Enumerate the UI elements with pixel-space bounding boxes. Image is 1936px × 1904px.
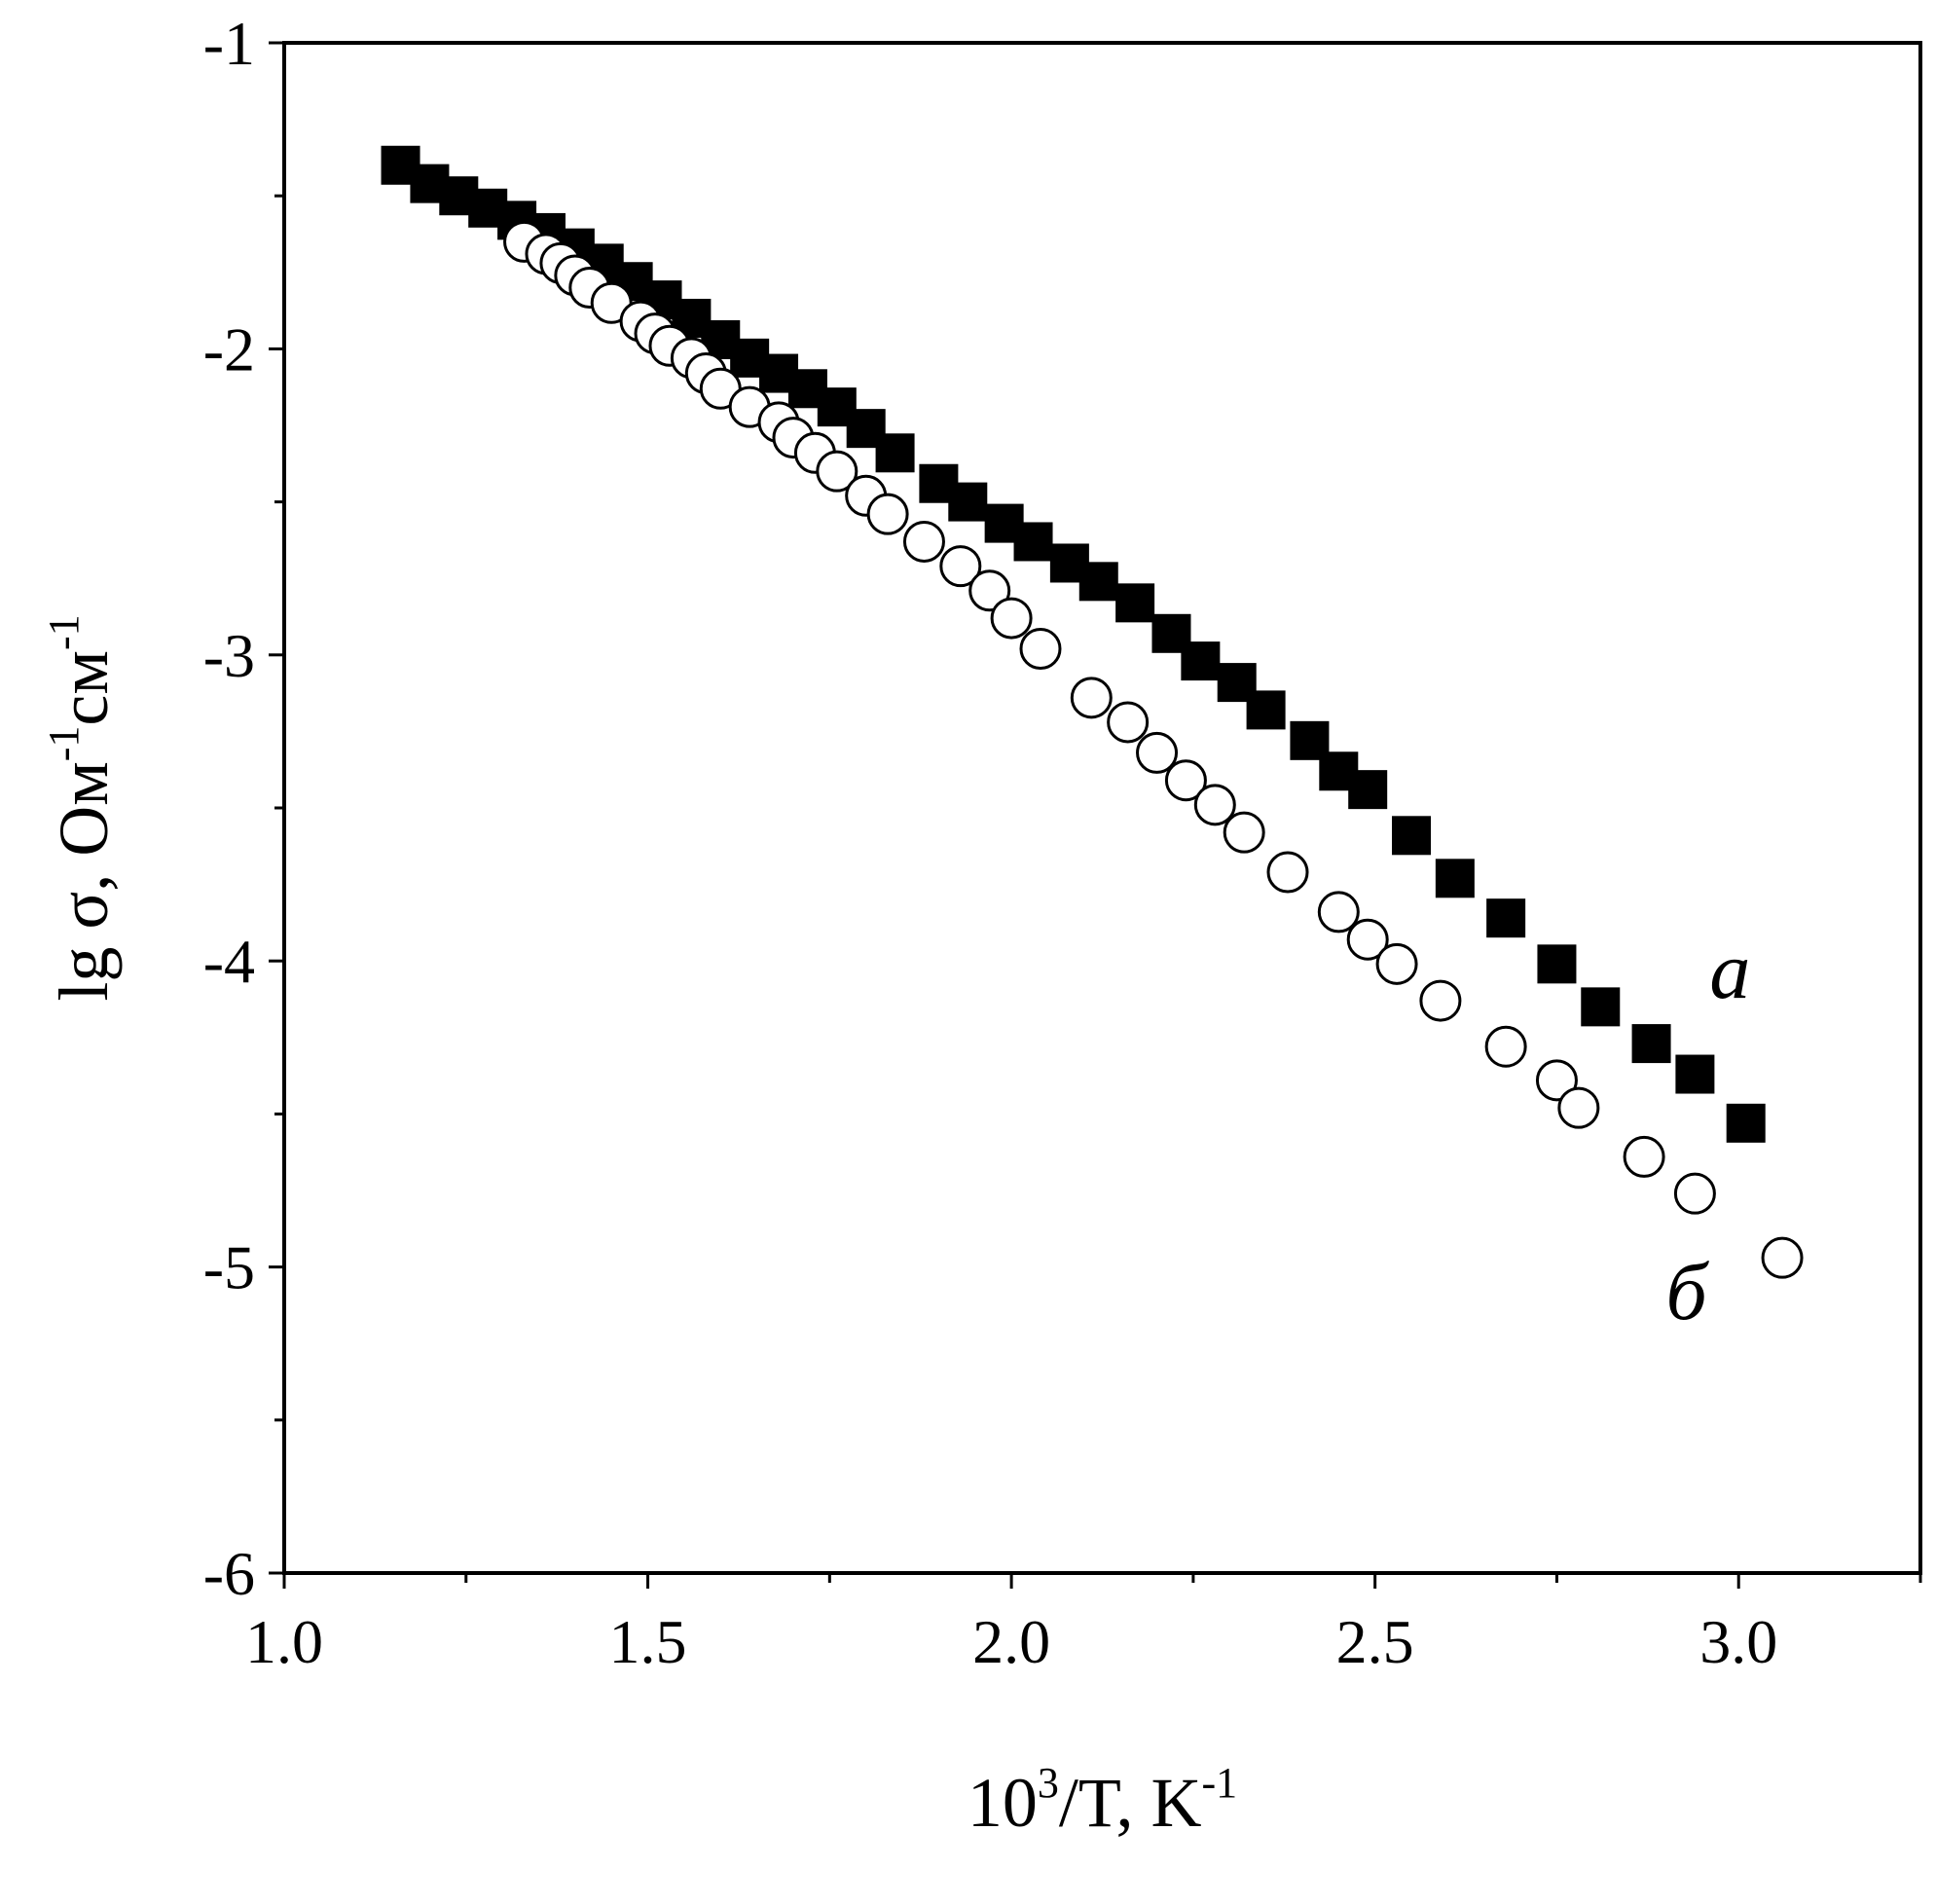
- y-axis-title: lg σ, Ом-1см-1: [40, 614, 123, 1001]
- y-axis-title-sup1: -1: [40, 726, 88, 762]
- series-a-point: [1537, 944, 1577, 984]
- series-a-point: [1181, 641, 1221, 681]
- x-axis-title-base: 10: [968, 1764, 1038, 1842]
- y-tick-label: -6: [203, 1539, 255, 1608]
- series-b-point: [1317, 891, 1360, 934]
- y-axis-title-sup2: -1: [40, 614, 88, 650]
- series-b-point: [1557, 1086, 1600, 1129]
- series-b-point: [1223, 811, 1265, 854]
- series-a-point: [1115, 583, 1155, 623]
- series-b-point: [939, 545, 982, 588]
- series-b-point: [866, 493, 909, 535]
- series-b-point: [1673, 1172, 1716, 1215]
- series-a-point: [1631, 1024, 1671, 1064]
- series-b-point: [1484, 1025, 1527, 1068]
- series-a-point: [1078, 562, 1118, 602]
- series-a-point: [1392, 816, 1432, 856]
- y-tick-label: -2: [203, 314, 255, 384]
- y-tick-label: -4: [203, 927, 255, 996]
- series-b-point: [1761, 1236, 1804, 1279]
- series-a-point: [1246, 690, 1286, 730]
- y-tick-label: -1: [203, 9, 255, 78]
- series-b-point: [1266, 851, 1309, 894]
- x-axis-title-sup1: 3: [1038, 1759, 1059, 1807]
- series-b-point: [1019, 628, 1062, 671]
- series-b: [503, 220, 1804, 1279]
- series-b-point: [902, 520, 945, 563]
- y-tick-label: -5: [203, 1233, 255, 1302]
- series-b-point: [1070, 677, 1113, 719]
- series-b-point: [1419, 979, 1462, 1022]
- series-a-point: [1348, 770, 1388, 810]
- x-tick-label: 3.0: [1699, 1607, 1777, 1676]
- series-a-point: [1435, 859, 1475, 898]
- x-axis-title-mid: /T, K: [1059, 1764, 1202, 1842]
- series-a-label: a: [1709, 926, 1750, 1016]
- series-b-point: [1136, 731, 1179, 774]
- series-b-point: [990, 597, 1033, 640]
- series-a-point: [1486, 898, 1526, 938]
- x-axis-title-sup2: -1: [1201, 1759, 1237, 1807]
- tick-labels: 1.0 1.5 2.0 2.5 3.0 -1 -2 -3 -4 -5 -6: [203, 9, 1778, 1676]
- series-b-point: [1623, 1135, 1665, 1178]
- series-b-point: [968, 569, 1011, 612]
- axis-ticks: [269, 41, 1922, 1589]
- y-axis-title-base: lg σ, Ом: [45, 761, 123, 1001]
- series-a-point: [1581, 987, 1621, 1027]
- series-b-point: [1164, 759, 1207, 802]
- y-tick-label: -3: [203, 621, 255, 690]
- series-labels: aб: [1666, 926, 1751, 1337]
- series-a-point: [1675, 1054, 1715, 1094]
- series-a-point: [875, 433, 915, 473]
- x-axis-title: 103/T, K-1: [968, 1759, 1237, 1842]
- series-a-point: [1013, 522, 1053, 562]
- plot-frame: [282, 41, 1922, 1575]
- x-tick-label: 1.5: [609, 1607, 687, 1676]
- x-tick-label: 2.5: [1336, 1607, 1414, 1676]
- series-b-point: [1193, 784, 1236, 826]
- plot-area: [282, 41, 1922, 1575]
- series-b-point: [1346, 918, 1389, 961]
- series-b-point: [1535, 1059, 1578, 1102]
- series-b-point: [1375, 942, 1418, 985]
- series-b-label: б: [1666, 1247, 1710, 1337]
- x-tick-label: 2.0: [972, 1607, 1050, 1676]
- series-a-point: [948, 482, 988, 522]
- series-b-point: [816, 450, 858, 493]
- x-tick-label: 1.0: [245, 1607, 323, 1676]
- series-b-point: [1107, 701, 1150, 744]
- series-a-point: [1726, 1103, 1766, 1143]
- y-axis-title-mid: см: [45, 650, 123, 726]
